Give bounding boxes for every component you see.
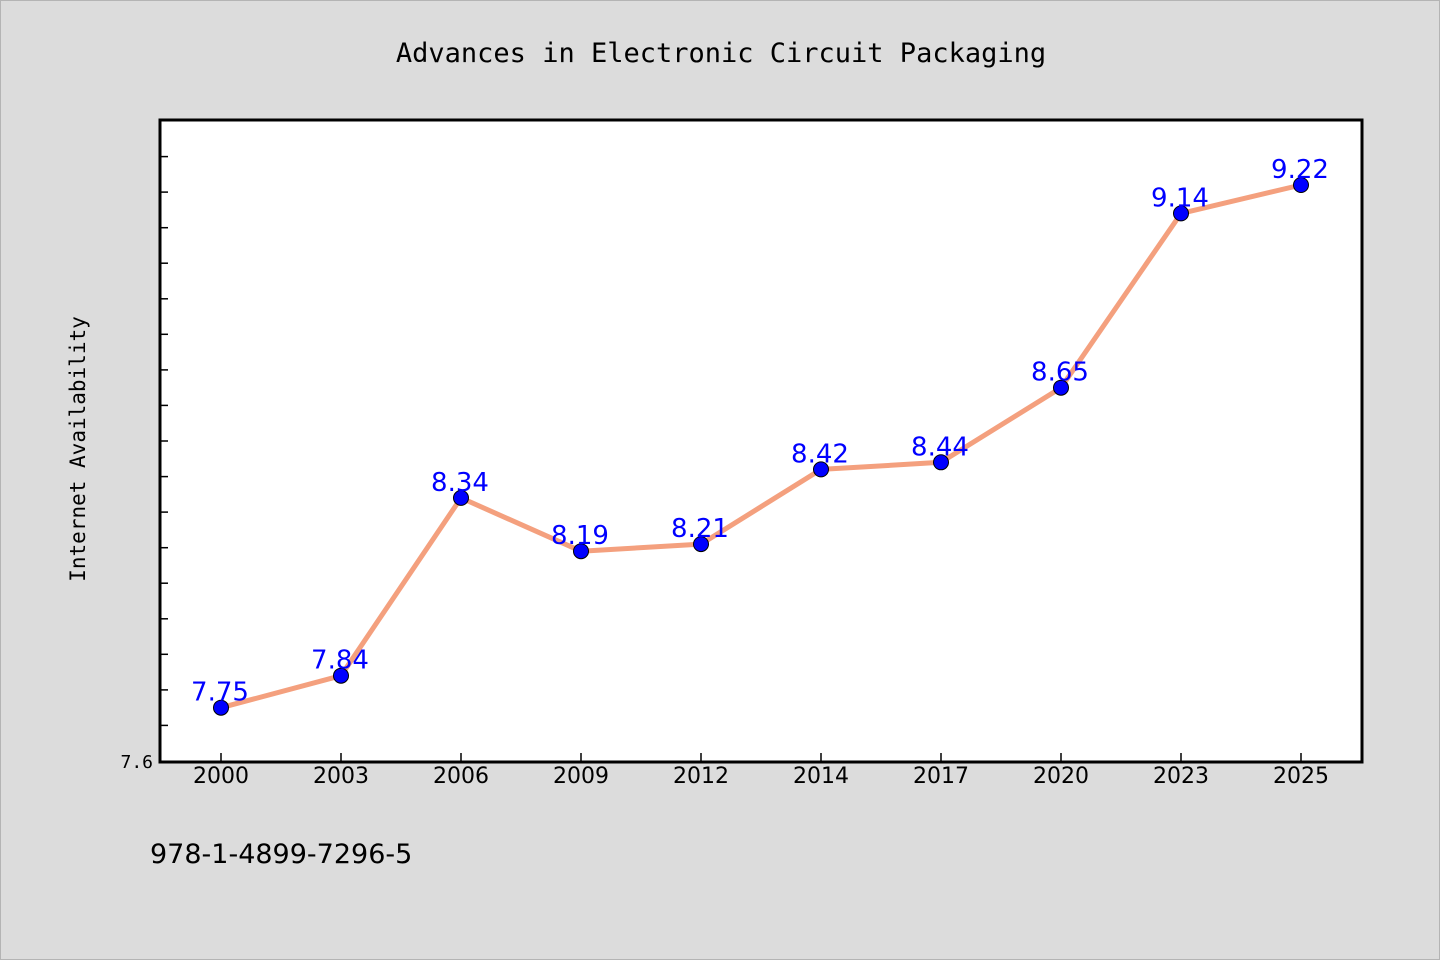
- x-tick-label: 2025: [1273, 764, 1329, 789]
- data-point: [333, 667, 349, 684]
- y-tick-label: 7.6: [120, 752, 153, 773]
- data-label: 8.34: [431, 468, 489, 498]
- x-tick-label: 2020: [1033, 764, 1089, 789]
- data-point: [453, 489, 469, 506]
- x-tick-label: 2023: [1153, 764, 1209, 789]
- x-tick-label: 2006: [433, 764, 489, 789]
- series-markers: [213, 177, 1309, 716]
- plot-area: [158, 118, 1364, 764]
- chart-title: Advances in Electronic Circuit Packaging: [396, 38, 1046, 69]
- data-label: 8.19: [551, 521, 609, 551]
- x-tick-label: 2017: [913, 764, 969, 789]
- data-point: [933, 454, 949, 471]
- data-label: 8.42: [791, 439, 849, 469]
- data-label: 9.14: [1151, 183, 1209, 213]
- data-label: 9.22: [1271, 155, 1329, 185]
- data-label: 8.65: [1031, 358, 1089, 388]
- x-axis-ticks: 2000 2003 2006 2009 2012 2014 2017 2020 2023 2025: [193, 753, 1329, 789]
- data-point: [1173, 205, 1189, 222]
- x-tick-label: 2003: [313, 764, 369, 789]
- data-point: [213, 699, 229, 716]
- data-point: [813, 461, 829, 478]
- data-point: [1293, 177, 1309, 193]
- x-tick-label: 2014: [793, 764, 849, 789]
- data-label: 8.21: [671, 514, 729, 544]
- isbn-label: 978-1-4899-7296-5: [150, 839, 412, 870]
- x-tick-label: 2009: [553, 764, 609, 789]
- x-tick-label: 2012: [673, 764, 729, 789]
- data-label: 7.75: [191, 678, 249, 708]
- data-point: [1053, 379, 1069, 396]
- data-label: 8.44: [911, 432, 969, 462]
- series-line: [218, 182, 1304, 711]
- data-point: [693, 536, 709, 553]
- x-tick-label: 2000: [193, 764, 249, 789]
- data-point: [573, 543, 589, 560]
- data-label: 7.84: [311, 646, 369, 676]
- data-labels: 7.75 7.84 8.34 8.19 8.21 8.42 8.44 8.65 9.14 9.22: [191, 155, 1329, 708]
- y-axis-label: Internet Availability: [66, 316, 90, 582]
- y-axis-ticks: [160, 155, 168, 727]
